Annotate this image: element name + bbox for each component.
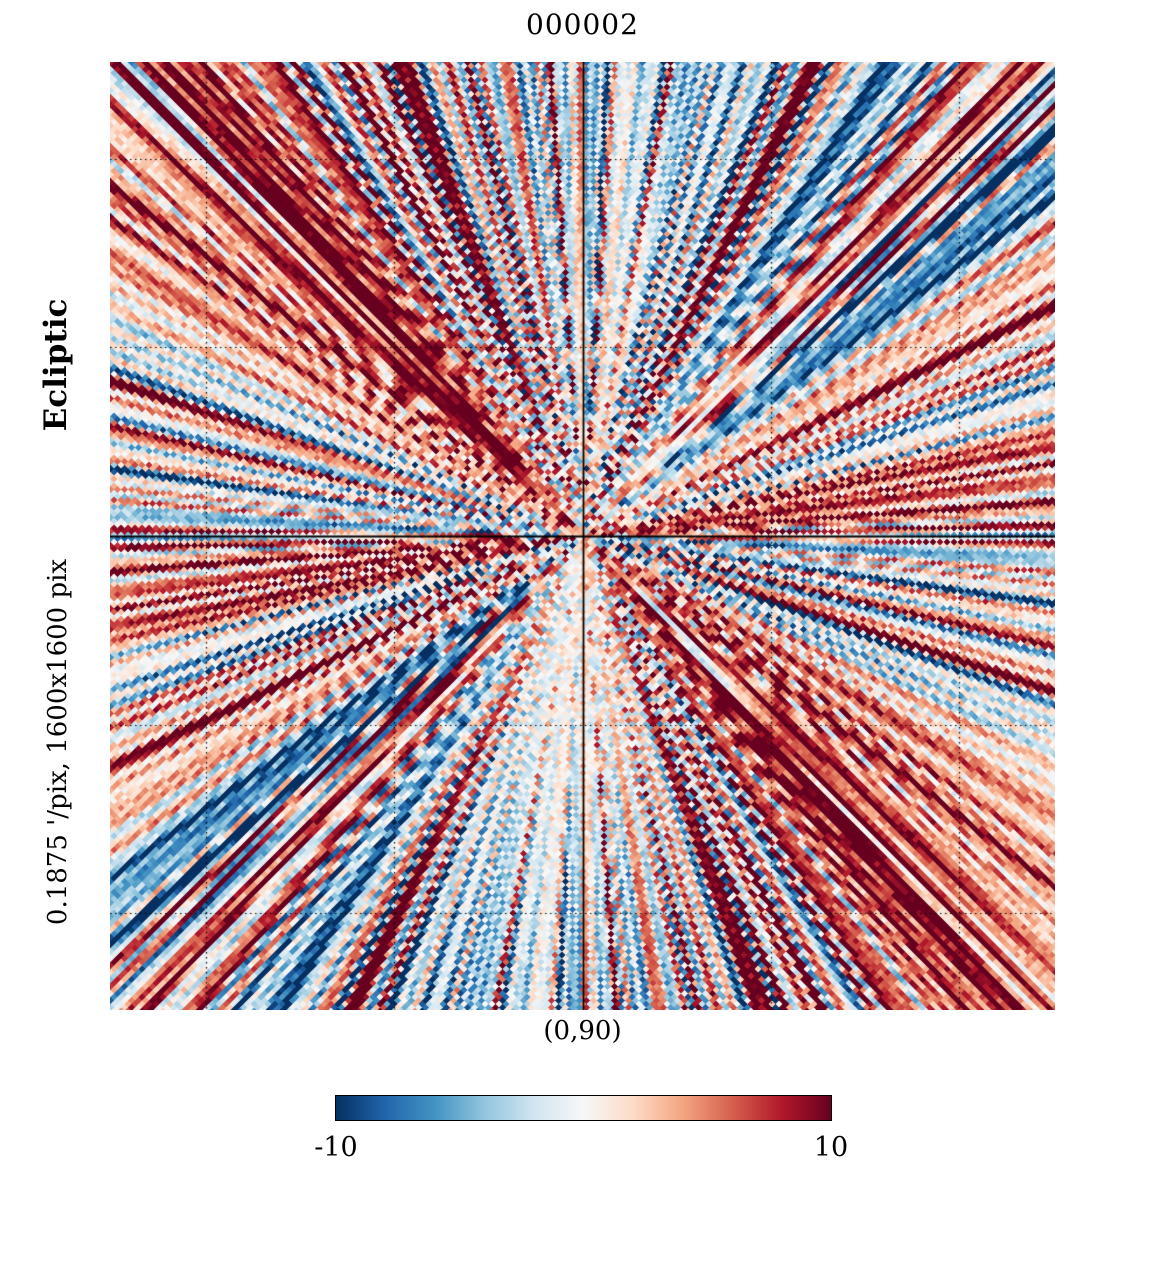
projection-center-label: (0,90) — [543, 1016, 622, 1046]
colorbar-min-label: -10 — [314, 1132, 358, 1163]
map-canvas — [110, 62, 1055, 1010]
sky-map-panel — [110, 62, 1055, 1010]
colorbar: -10 10 — [314, 1095, 848, 1163]
figure-title: 000002 — [526, 8, 639, 41]
colorbar-max-label: 10 — [813, 1132, 849, 1163]
resolution-label: 0.1875 '/pix, 1600x1600 pix — [43, 558, 73, 926]
coordinate-system-label: Ecliptic — [38, 298, 74, 432]
colorbar-gradient — [336, 1096, 831, 1120]
